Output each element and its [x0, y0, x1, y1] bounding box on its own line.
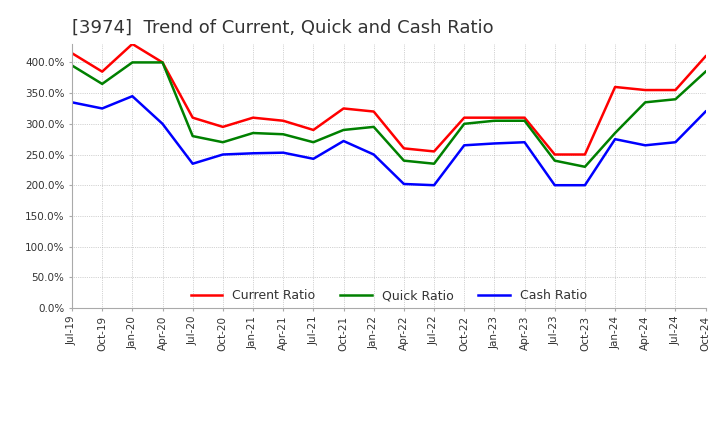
Current Ratio	[339, 106, 348, 111]
Quick Ratio	[490, 118, 499, 123]
Quick Ratio	[98, 81, 107, 87]
Quick Ratio	[128, 60, 137, 65]
Legend: Current Ratio, Quick Ratio, Cash Ratio: Current Ratio, Quick Ratio, Cash Ratio	[186, 284, 592, 307]
Quick Ratio	[309, 139, 318, 145]
Quick Ratio	[671, 97, 680, 102]
Cash Ratio	[611, 136, 619, 142]
Current Ratio	[219, 124, 228, 129]
Cash Ratio	[158, 121, 167, 126]
Cash Ratio	[521, 139, 529, 145]
Cash Ratio	[400, 181, 408, 187]
Quick Ratio	[279, 132, 287, 137]
Cash Ratio	[219, 152, 228, 157]
Current Ratio	[158, 60, 167, 65]
Quick Ratio	[219, 139, 228, 145]
Cash Ratio	[460, 143, 469, 148]
Current Ratio	[189, 115, 197, 120]
Quick Ratio	[611, 130, 619, 136]
Current Ratio	[279, 118, 287, 123]
Cash Ratio	[671, 139, 680, 145]
Current Ratio	[98, 69, 107, 74]
Current Ratio	[611, 84, 619, 90]
Quick Ratio	[189, 133, 197, 139]
Cash Ratio	[580, 183, 589, 188]
Line: Quick Ratio: Quick Ratio	[72, 62, 706, 167]
Quick Ratio	[550, 158, 559, 163]
Cash Ratio	[128, 94, 137, 99]
Quick Ratio	[369, 124, 378, 129]
Quick Ratio	[701, 69, 710, 74]
Current Ratio	[248, 115, 257, 120]
Current Ratio	[68, 51, 76, 56]
Cash Ratio	[189, 161, 197, 166]
Cash Ratio	[430, 183, 438, 188]
Quick Ratio	[248, 130, 257, 136]
Quick Ratio	[400, 158, 408, 163]
Quick Ratio	[339, 127, 348, 132]
Current Ratio	[430, 149, 438, 154]
Current Ratio	[128, 41, 137, 47]
Quick Ratio	[521, 118, 529, 123]
Current Ratio	[580, 152, 589, 157]
Cash Ratio	[98, 106, 107, 111]
Current Ratio	[400, 146, 408, 151]
Current Ratio	[550, 152, 559, 157]
Cash Ratio	[339, 138, 348, 143]
Quick Ratio	[580, 164, 589, 169]
Line: Cash Ratio: Cash Ratio	[72, 96, 706, 185]
Cash Ratio	[369, 152, 378, 157]
Current Ratio	[701, 54, 710, 59]
Cash Ratio	[490, 141, 499, 146]
Cash Ratio	[701, 109, 710, 114]
Quick Ratio	[430, 161, 438, 166]
Quick Ratio	[641, 100, 649, 105]
Cash Ratio	[248, 150, 257, 156]
Text: [3974]  Trend of Current, Quick and Cash Ratio: [3974] Trend of Current, Quick and Cash …	[72, 19, 494, 37]
Current Ratio	[490, 115, 499, 120]
Quick Ratio	[158, 60, 167, 65]
Line: Current Ratio: Current Ratio	[72, 44, 706, 154]
Cash Ratio	[641, 143, 649, 148]
Current Ratio	[671, 88, 680, 93]
Current Ratio	[309, 127, 318, 132]
Quick Ratio	[460, 121, 469, 126]
Cash Ratio	[279, 150, 287, 155]
Cash Ratio	[309, 156, 318, 161]
Cash Ratio	[68, 100, 76, 105]
Cash Ratio	[550, 183, 559, 188]
Current Ratio	[641, 88, 649, 93]
Current Ratio	[369, 109, 378, 114]
Quick Ratio	[68, 63, 76, 68]
Current Ratio	[460, 115, 469, 120]
Current Ratio	[521, 115, 529, 120]
